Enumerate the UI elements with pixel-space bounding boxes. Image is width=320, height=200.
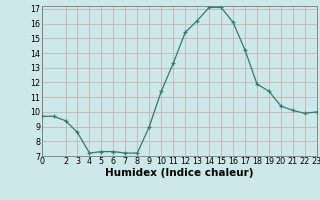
X-axis label: Humidex (Indice chaleur): Humidex (Indice chaleur) [105, 168, 253, 178]
